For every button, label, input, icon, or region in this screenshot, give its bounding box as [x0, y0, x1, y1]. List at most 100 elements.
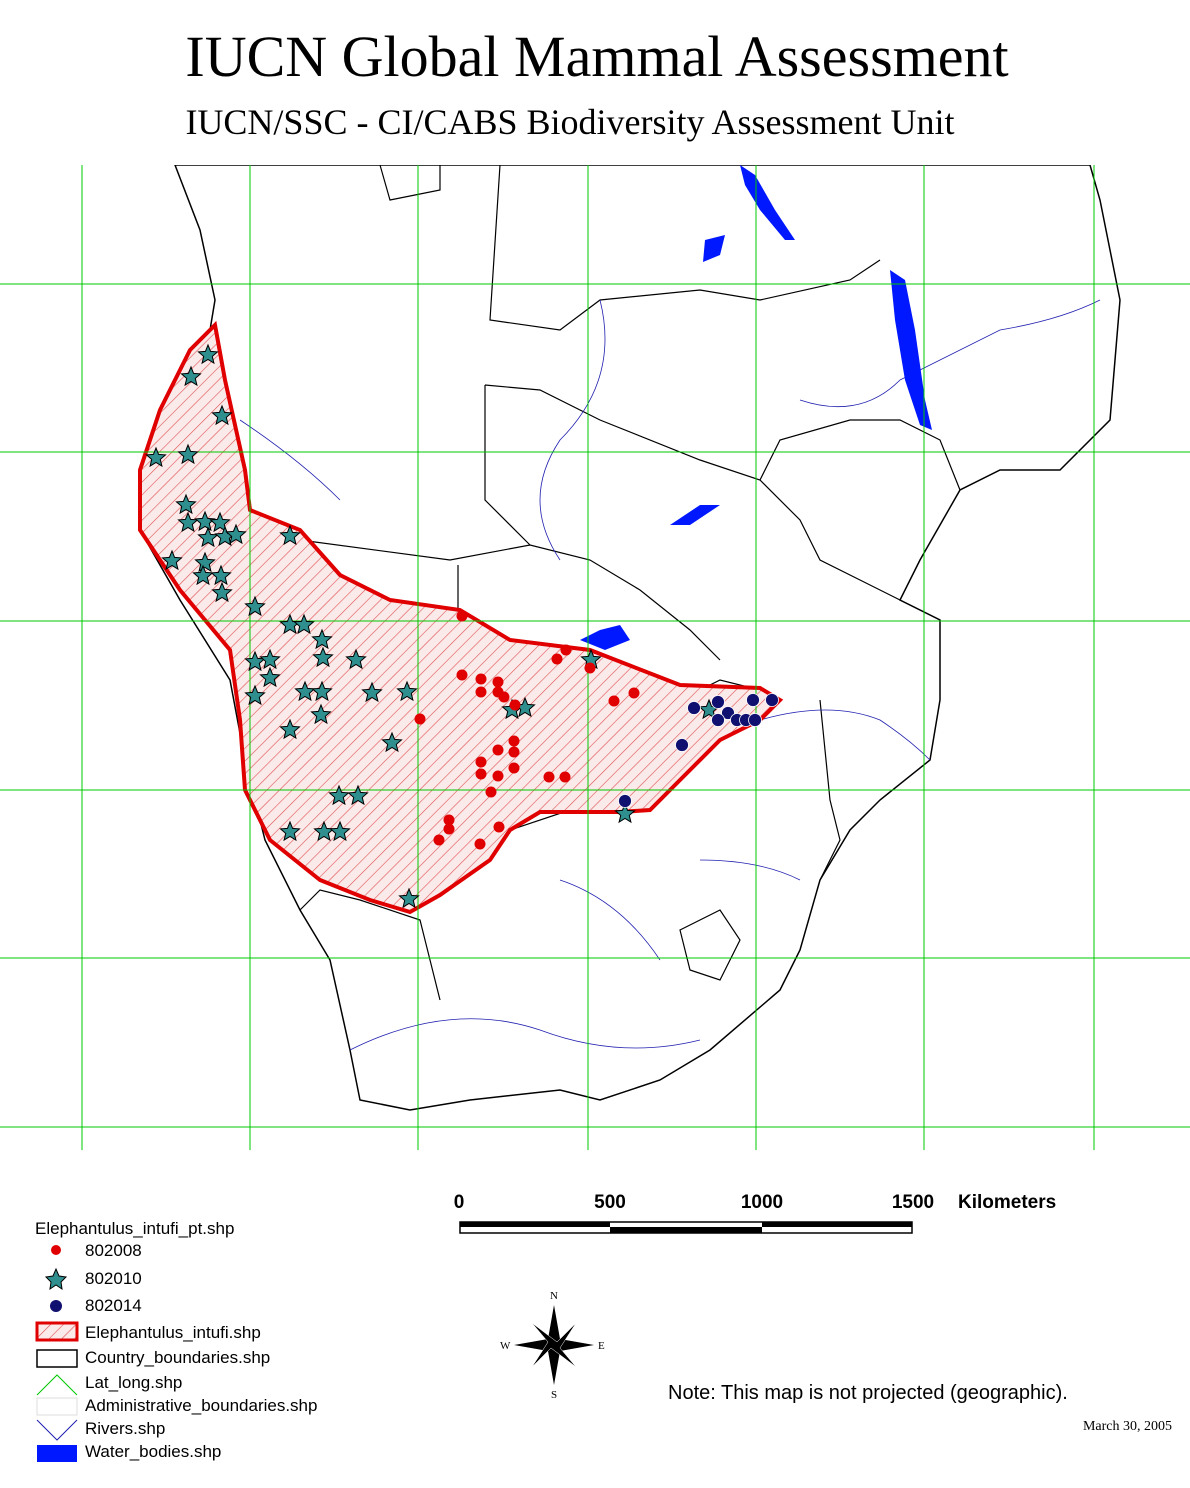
- star-point: [310, 703, 332, 725]
- legend-symbol: [37, 1445, 77, 1462]
- occurrence-points: [145, 343, 779, 909]
- dot-point: [492, 770, 504, 782]
- star-point: [279, 524, 301, 546]
- lake: [890, 270, 932, 430]
- scale-segment: [460, 1222, 610, 1227]
- legend-symbol: [50, 1300, 62, 1312]
- boundary: [679, 909, 741, 981]
- scale-label: 0: [454, 1192, 465, 1213]
- dot-point: [414, 713, 426, 725]
- dot-point: [508, 735, 520, 747]
- disc-point: [618, 794, 632, 808]
- compass: N S E W: [500, 1290, 605, 1401]
- star-point: [279, 820, 301, 842]
- note: Note: This map is not projected (geograp…: [668, 1382, 1068, 1404]
- star-point: [311, 680, 333, 702]
- river: [559, 859, 801, 961]
- star-point: [345, 648, 367, 670]
- dot-point: [433, 834, 445, 846]
- legend-label: Water_bodies.shp: [85, 1442, 221, 1461]
- dot-point: [475, 686, 487, 698]
- star-point: [177, 443, 199, 465]
- scale-label: 1000: [741, 1192, 783, 1213]
- date: March 30, 2005: [1083, 1419, 1172, 1434]
- star-point: [347, 784, 369, 806]
- legend-symbol: [51, 1245, 61, 1255]
- lake: [670, 505, 720, 525]
- scale-label: 1500: [892, 1192, 934, 1213]
- legend-label: 802010: [85, 1269, 142, 1288]
- dot-point: [492, 744, 504, 756]
- star-point: [312, 646, 334, 668]
- disc-point: [746, 693, 760, 707]
- river: [539, 299, 606, 561]
- dot-point: [492, 676, 504, 688]
- star-point: [175, 493, 197, 515]
- disc-point: [765, 693, 779, 707]
- boundary: [819, 699, 841, 881]
- star-point: [328, 784, 350, 806]
- star-point: [614, 802, 636, 824]
- legend-label: Administrative_boundaries.shp: [85, 1396, 317, 1415]
- star-point: [210, 564, 232, 586]
- star-point: [244, 595, 266, 617]
- star-point: [197, 526, 219, 548]
- dot-point: [498, 691, 510, 703]
- compass-n: N: [550, 1290, 558, 1302]
- legend-symbol: [35, 1321, 79, 1342]
- star-point: [259, 666, 281, 688]
- star-point: [145, 446, 167, 468]
- legend: Elephantulus_intufi_pt.shp 802008 802010…: [35, 1219, 317, 1462]
- dot-point: [628, 687, 640, 699]
- star-point: [293, 613, 315, 635]
- map: [0, 165, 1190, 1150]
- river: [349, 1018, 701, 1051]
- compass-s: S: [551, 1389, 557, 1401]
- star-point: [192, 564, 214, 586]
- legend-symbol: [36, 1397, 78, 1416]
- boundary: [759, 419, 961, 491]
- star-point: [194, 551, 216, 573]
- dot-point: [509, 699, 521, 711]
- boundary: [379, 165, 881, 331]
- dot-point: [508, 762, 520, 774]
- scale-unit: Kilometers: [958, 1192, 1056, 1213]
- star-point: [398, 887, 420, 909]
- dot-point: [485, 786, 497, 798]
- river: [799, 299, 1101, 408]
- disc-point: [711, 695, 725, 709]
- lake: [740, 165, 795, 240]
- dot-point: [443, 823, 455, 835]
- star-point: [381, 731, 403, 753]
- star-point: [211, 581, 233, 603]
- scale-segment: [762, 1222, 912, 1227]
- legend-symbol: [44, 1267, 68, 1291]
- legend-label: 802008: [85, 1241, 142, 1260]
- dot-point: [608, 695, 620, 707]
- dot-point: [551, 653, 563, 665]
- subtitle: IUCN/SSC - CI/CABS Biodiversity Assessme…: [185, 102, 954, 142]
- dot-point: [456, 610, 468, 622]
- dot-point: [443, 814, 455, 826]
- compass-e: E: [598, 1340, 605, 1352]
- scale-segment: [610, 1227, 762, 1233]
- legend-symbol: [36, 1419, 78, 1441]
- disc-point: [748, 713, 762, 727]
- star-point: [225, 523, 247, 545]
- star-point: [396, 680, 418, 702]
- lat-long-grid: [0, 165, 1190, 1150]
- dot-point: [475, 756, 487, 768]
- dot-point: [475, 673, 487, 685]
- star-point: [259, 648, 281, 670]
- scale-label: 500: [594, 1192, 626, 1213]
- star-point: [279, 718, 301, 740]
- title: IUCN Global Mammal Assessment: [185, 24, 1008, 89]
- dot-point: [559, 771, 571, 783]
- dot-point: [560, 644, 572, 656]
- star-point: [311, 628, 333, 650]
- legend-label: Country_boundaries.shp: [85, 1348, 270, 1367]
- boundary: [299, 889, 441, 1001]
- scale-bar: 0 500 1000 1500 Kilometers: [454, 1192, 1056, 1234]
- lake: [580, 625, 630, 650]
- legend-label: 802014: [85, 1296, 142, 1315]
